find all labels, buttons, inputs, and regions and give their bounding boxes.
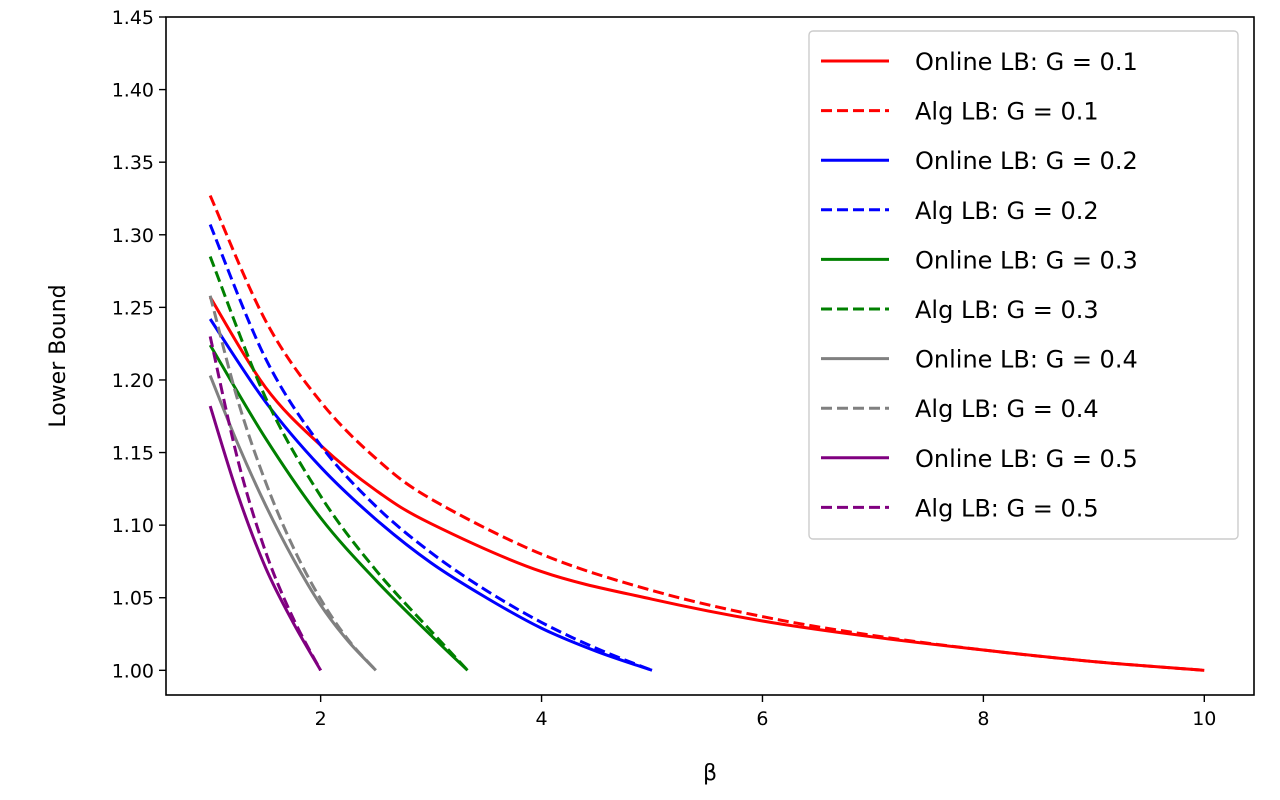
y-tick-label: 1.10: [112, 515, 154, 537]
series-line-5: [208, 344, 469, 672]
legend-label: Online LB: G = 0.1: [915, 48, 1138, 76]
legend-label: Alg LB: G = 0.4: [915, 395, 1099, 423]
y-axis-label: Lower Bound: [46, 284, 71, 427]
series-line-9: [208, 405, 322, 672]
legend: Online LB: G = 0.1 Alg LB: G = 0.1 Online …: [808, 30, 1239, 540]
series-line-2: [208, 194, 1205, 672]
x-tick-label: 8: [977, 708, 989, 730]
legend-label: Alg LB: G = 0.1: [915, 98, 1099, 126]
series-line-3: [208, 318, 653, 672]
x-tick-label: 6: [756, 708, 768, 730]
legend-label: Alg LB: G = 0.5: [915, 494, 1099, 522]
y-tick-label: 1.25: [112, 297, 154, 319]
legend-label: Online LB: G = 0.5: [915, 445, 1138, 473]
plot-frame: [165, 16, 1255, 696]
legend-box: [808, 30, 1239, 540]
series-line-10: [208, 336, 322, 672]
legend-label: Online LB: G = 0.2: [915, 147, 1138, 175]
x-tick-label: 2: [315, 708, 327, 730]
legend-label: Alg LB: G = 0.2: [915, 197, 1099, 225]
legend-label: Alg LB: G = 0.3: [915, 296, 1099, 324]
y-tick-label: 1.00: [112, 660, 154, 682]
x-ticks: 2 4 6 8 10: [315, 695, 1216, 730]
y-tick-label: 1.45: [112, 7, 154, 29]
legend-label: Online LB: G = 0.4: [915, 346, 1138, 374]
series-layer: [208, 194, 1205, 672]
x-tick-label: 10: [1192, 708, 1216, 730]
y-tick-label: 1.05: [112, 588, 154, 610]
y-tick-label: 1.35: [112, 152, 154, 174]
x-axis-label: β: [703, 761, 717, 786]
y-tick-label: 1.15: [112, 443, 154, 465]
series-line-6: [208, 256, 469, 672]
x-tick-label: 4: [536, 708, 548, 730]
series-line-4: [208, 224, 653, 672]
series-line-8: [208, 295, 377, 672]
y-tick-label: 1.30: [112, 225, 154, 247]
y-ticks: 1.00 1.05 1.10 1.15 1.20 1.25 1.30 1.35 1.40 1.45: [112, 7, 166, 682]
y-tick-label: 1.40: [112, 80, 154, 102]
y-tick-label: 1.20: [112, 370, 154, 392]
legend-label: Online LB: G = 0.3: [915, 246, 1138, 274]
